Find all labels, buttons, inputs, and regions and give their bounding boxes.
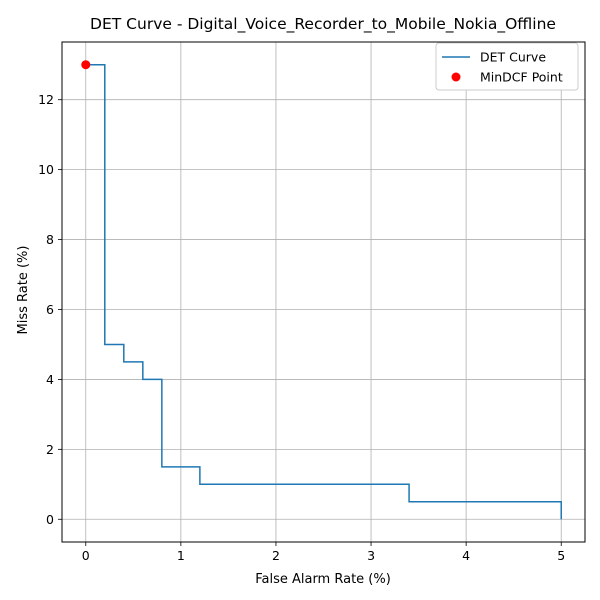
- series-layer: [81, 60, 562, 520]
- y-axis-label: Miss Rate (%): [16, 246, 31, 335]
- x-tick-label: 3: [367, 548, 375, 563]
- x-tick-label: 2: [272, 548, 280, 563]
- mindcf-point-marker: [81, 60, 91, 70]
- x-tick-label: 5: [557, 548, 565, 563]
- legend-label-mindcf-point: MinDCF Point: [480, 70, 563, 85]
- legend-marker-mindcf: [451, 72, 461, 82]
- x-tick-label: 0: [82, 548, 90, 563]
- y-tick-label: 2: [46, 442, 54, 457]
- legend-box: [435, 42, 579, 91]
- y-tick-label: 0: [46, 512, 54, 527]
- det-curve-line: [85, 63, 562, 520]
- y-tick-label: 4: [46, 372, 54, 387]
- chart-title: DET Curve - Digital_Voice_Recorder_to_Mo…: [90, 15, 556, 34]
- x-tick-label: 4: [462, 548, 470, 563]
- y-tick-label: 10: [38, 162, 54, 177]
- x-axis-label: False Alarm Rate (%): [255, 572, 391, 587]
- legend: DET Curve MinDCF Point: [435, 42, 579, 91]
- y-tick-label: 8: [46, 232, 54, 247]
- plot-frame: [61, 41, 586, 543]
- x-tick-label: 1: [177, 548, 185, 563]
- y-tick-label: 12: [38, 92, 54, 107]
- y-tick-label: 6: [46, 302, 54, 317]
- legend-label-det-curve: DET Curve: [480, 50, 546, 65]
